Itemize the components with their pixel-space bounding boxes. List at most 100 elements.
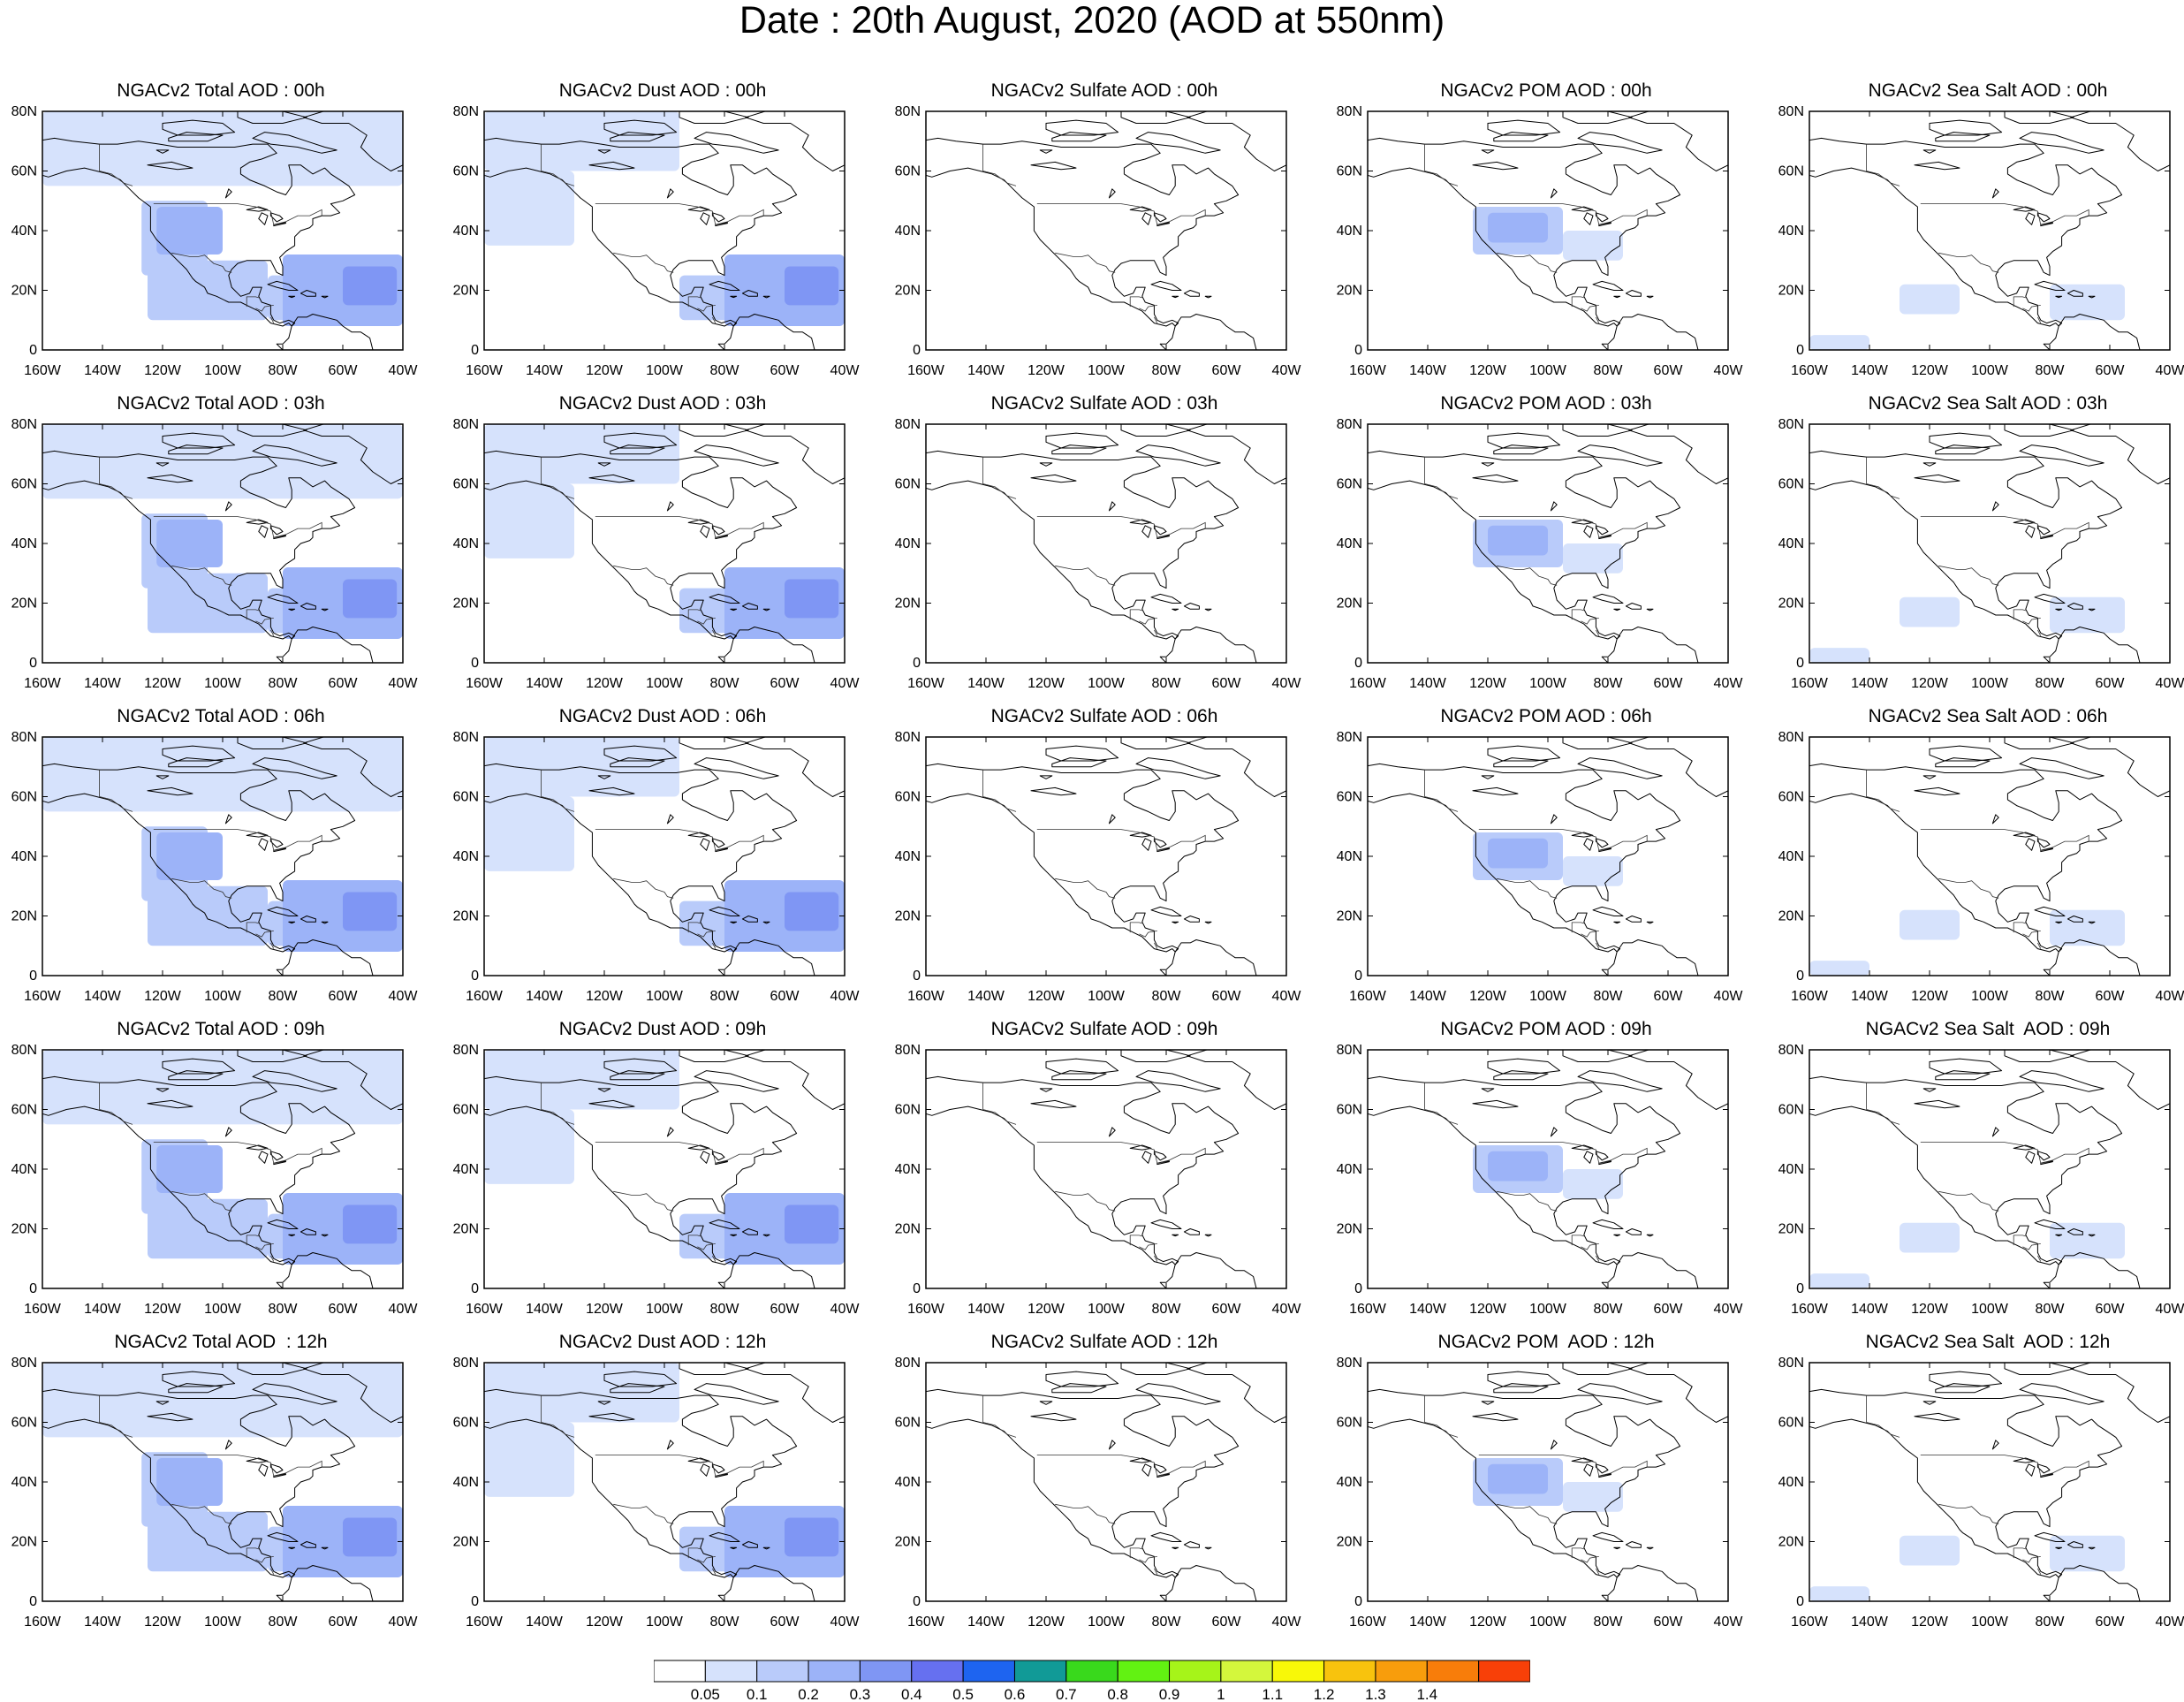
lon-tick-label: 120W <box>1028 1302 1065 1317</box>
lat-tick-label: 40N <box>895 1475 921 1490</box>
panel-title: NGACv2 POM AOD : 00h <box>1440 80 1652 101</box>
lat-tick-label: 80N <box>453 104 479 119</box>
aod-map: 80N 60N 40N 20N 0 160W 140W 120W 100W 80W 60W 40W <box>1778 730 2184 1004</box>
lat-tick-label: 40N <box>11 1162 37 1177</box>
lon-tick-label: 140W <box>967 676 1005 691</box>
lat-tick-label: 60N <box>11 790 37 805</box>
lat-tick-label: 40N <box>453 1162 479 1177</box>
aod-field-gulf-plume <box>148 885 268 946</box>
lon-tick-label: 140W <box>526 989 564 1004</box>
lat-tick-label: 20N <box>895 909 921 924</box>
lon-tick-label: 160W <box>24 676 62 691</box>
map-panel-seasalt-06h: NGACv2 Sea Salt AOD : 06h 80N 60N 40N 20N 0 16… <box>1767 705 2184 1010</box>
aod-field-midwest-smoke <box>1563 231 1623 261</box>
coastlines <box>1809 111 2170 350</box>
lat-tick-label: 60N <box>895 1103 921 1118</box>
coastlines <box>1809 1363 2170 1601</box>
lon-tick-label: 140W <box>1851 1615 1889 1630</box>
lon-tick-label: 100W <box>1529 989 1567 1004</box>
map-panel-seasalt-03h: NGACv2 Sea Salt AOD : 03h 80N 60N 40N 20N 0 16… <box>1767 392 2184 697</box>
lon-tick-label: 140W <box>84 1302 122 1317</box>
coastlines <box>1809 1050 2170 1288</box>
political-borders <box>541 770 764 949</box>
aod-field-saharan-dust-core <box>785 1204 839 1244</box>
aod-field-saharan-dust-core <box>785 579 839 619</box>
lat-tick-label: 40N <box>1778 849 1804 864</box>
aod-map: 80N 60N 40N 20N 0 160W 140W 120W 100W 80W 60W 40W <box>1778 104 2184 378</box>
aod-map: 80N 60N 40N 20N 0 160W 140W 120W 100W 80W 60W 40W <box>895 1356 1302 1630</box>
lat-tick-label: 80N <box>11 104 37 119</box>
map-panel-total-09h: NGACv2 Total AOD : 09h 80N 60N 40N 20N 0 160W 1… <box>0 1018 442 1323</box>
aod-map: 80N 60N 40N 20N 0 160W 140W 120W 100W 80W 60W 40W <box>1337 1043 1744 1317</box>
panel-title: NGACv2 Sea Salt AOD : 09h <box>1865 1019 2111 1039</box>
lon-tick-label: 40W <box>2156 1615 2184 1630</box>
lon-tick-label: 140W <box>967 363 1005 378</box>
lat-tick-label: 60N <box>895 477 921 492</box>
aod-map: 80N 60N 40N 20N 0 160W 140W 120W 100W 80W 60W 40W <box>1778 417 2184 691</box>
coastlines <box>484 737 845 976</box>
lat-tick-label: 80N <box>1778 417 1804 432</box>
lon-tick-label: 40W <box>1272 1302 1302 1317</box>
map-panel-seasalt-12h: NGACv2 Sea Salt AOD : 12h 80N 60N 40N 20N 0 16… <box>1767 1331 2184 1636</box>
lat-tick-label: 60N <box>453 790 479 805</box>
lat-tick-label: 80N <box>1778 1356 1804 1371</box>
lat-tick-label: 20N <box>1778 909 1804 924</box>
lat-tick-label: 20N <box>11 284 37 299</box>
aod-field-western-us-smoke <box>156 1145 223 1193</box>
lon-tick-label: 120W <box>1911 676 1949 691</box>
lon-tick-label: 100W <box>646 1302 684 1317</box>
lat-tick-label: 40N <box>1337 1162 1362 1177</box>
aod-field-equatorial-pacific <box>1809 1273 1869 1288</box>
lat-tick-label: 0 <box>29 1281 37 1296</box>
lon-tick-label: 160W <box>1349 363 1387 378</box>
lon-tick-label: 160W <box>24 363 62 378</box>
lat-tick-label: 0 <box>471 343 479 358</box>
lon-tick-label: 160W <box>24 989 62 1004</box>
aod-field-east-pacific-seasalt <box>1900 1535 1960 1566</box>
lat-tick-label: 0 <box>1796 1281 1804 1296</box>
political-borders <box>99 457 322 636</box>
lon-tick-label: 140W <box>526 676 564 691</box>
political-borders <box>1866 770 2089 949</box>
coastlines <box>926 737 1286 976</box>
lat-tick-label: 80N <box>1778 1043 1804 1058</box>
lat-tick-label: 80N <box>1337 1043 1362 1058</box>
lon-tick-label: 40W <box>1714 363 1744 378</box>
lon-tick-label: 80W <box>2036 1302 2066 1317</box>
lat-tick-label: 0 <box>1796 656 1804 671</box>
panel-title: NGACv2 POM AOD : 12h <box>1437 1332 1655 1352</box>
political-borders <box>541 457 764 636</box>
lat-tick-label: 20N <box>1778 596 1804 612</box>
lon-tick-label: 140W <box>1409 1302 1447 1317</box>
lon-tick-label: 40W <box>830 363 861 378</box>
aod-field-western-us-smoke-core <box>1488 838 1548 869</box>
lon-tick-label: 160W <box>1349 676 1387 691</box>
colorbar-swatch <box>1375 1660 1428 1683</box>
lon-tick-label: 120W <box>1469 1302 1507 1317</box>
lon-tick-label: 100W <box>646 1615 684 1630</box>
panel-title: NGACv2 Sea Salt AOD : 06h <box>1868 706 2108 726</box>
lon-tick-label: 100W <box>1529 1615 1567 1630</box>
lat-tick-label: 60N <box>1337 790 1362 805</box>
political-borders <box>541 1083 764 1262</box>
map-panel-sulfate-09h: NGACv2 Sulfate AOD : 09h 80N 60N 40N 20N 0 160… <box>883 1018 1325 1323</box>
lon-tick-label: 120W <box>144 989 182 1004</box>
colorbar-label: 0.4 <box>901 1686 922 1702</box>
colorbar-swatch <box>1013 1660 1067 1683</box>
colorbar-swatch <box>1426 1660 1480 1683</box>
coastlines <box>926 111 1286 350</box>
lon-tick-label: 80W <box>710 1615 740 1630</box>
lon-tick-label: 60W <box>1654 676 1684 691</box>
coastlines <box>926 1050 1286 1288</box>
lon-tick-label: 140W <box>526 1302 564 1317</box>
aod-field-pacific-patch <box>484 1109 574 1184</box>
aod-field-saharan-dust-core <box>785 1517 839 1557</box>
lon-tick-label: 160W <box>1349 989 1387 1004</box>
lon-tick-label: 160W <box>1791 989 1829 1004</box>
panel-title: NGACv2 Sulfate AOD : 09h <box>990 1019 1218 1039</box>
map-panel-dust-09h: NGACv2 Dust AOD : 09h 80N 60N 40N 20N 0 160W 14… <box>442 1018 883 1323</box>
lon-tick-label: 40W <box>2156 989 2184 1004</box>
lon-tick-label: 120W <box>144 676 182 691</box>
lon-tick-label: 80W <box>269 1615 299 1630</box>
lon-tick-label: 160W <box>1791 676 1829 691</box>
